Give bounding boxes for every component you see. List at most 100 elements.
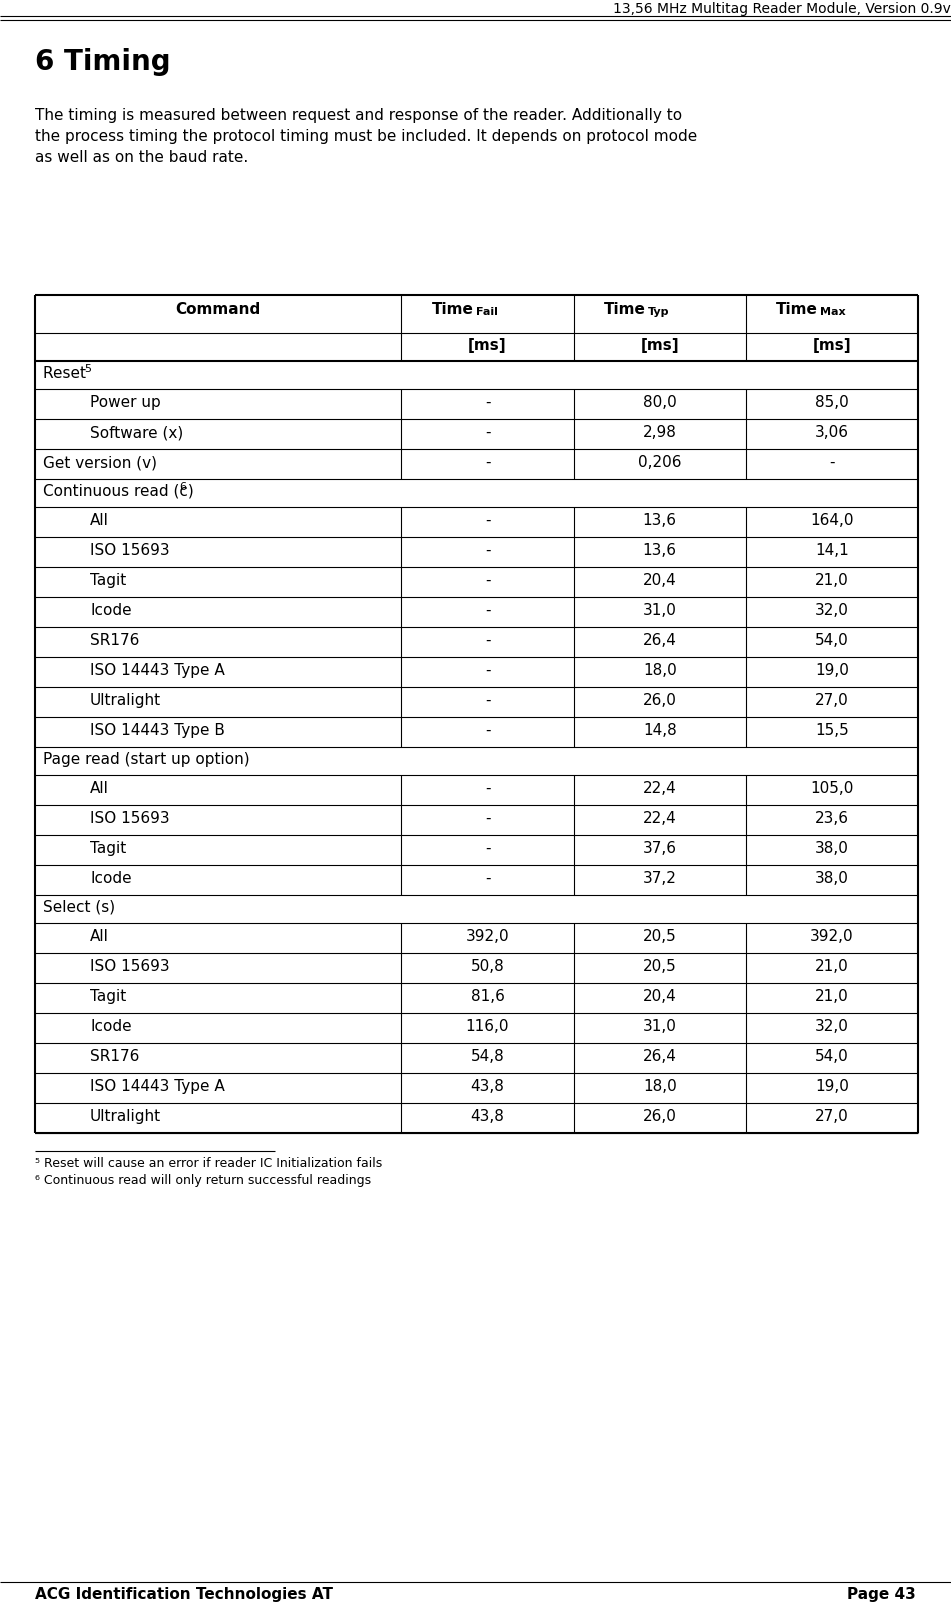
- Text: 26,0: 26,0: [643, 1109, 677, 1125]
- Text: 392,0: 392,0: [466, 929, 510, 944]
- Text: -: -: [485, 871, 491, 886]
- Text: 54,0: 54,0: [815, 633, 849, 647]
- Text: 85,0: 85,0: [815, 396, 849, 410]
- Text: The timing is measured between request and response of the reader. Additionally : The timing is measured between request a…: [35, 107, 682, 123]
- Text: 37,6: 37,6: [643, 841, 677, 855]
- Text: ACG Identification Technologies AT: ACG Identification Technologies AT: [35, 1588, 333, 1602]
- Text: -: -: [485, 513, 491, 529]
- Text: Time: Time: [432, 303, 474, 317]
- Text: 20,4: 20,4: [643, 574, 676, 588]
- Text: ISO 14443 Type A: ISO 14443 Type A: [90, 1080, 224, 1094]
- Text: 37,2: 37,2: [643, 871, 677, 886]
- Text: 19,0: 19,0: [815, 1080, 849, 1094]
- Text: Power up: Power up: [90, 396, 161, 410]
- Text: 22,4: 22,4: [643, 811, 676, 827]
- Text: 20,5: 20,5: [643, 960, 676, 974]
- Text: 22,4: 22,4: [643, 782, 676, 796]
- Text: 31,0: 31,0: [643, 1019, 677, 1033]
- Text: 19,0: 19,0: [815, 663, 849, 678]
- Text: 0,206: 0,206: [638, 455, 682, 469]
- Text: Continuous read (c): Continuous read (c): [43, 484, 199, 498]
- Text: 27,0: 27,0: [815, 694, 849, 708]
- Text: Reset: Reset: [43, 365, 91, 381]
- Text: Ultralight: Ultralight: [90, 1109, 161, 1125]
- Text: -: -: [485, 723, 491, 739]
- Text: Time: Time: [604, 303, 646, 317]
- Text: 392,0: 392,0: [810, 929, 854, 944]
- Text: 14,8: 14,8: [643, 723, 676, 739]
- Text: [ms]: [ms]: [468, 338, 507, 352]
- Text: 38,0: 38,0: [815, 871, 849, 886]
- Text: 50,8: 50,8: [471, 960, 504, 974]
- Text: 80,0: 80,0: [643, 396, 676, 410]
- Text: 26,4: 26,4: [643, 633, 677, 647]
- Text: Tagit: Tagit: [90, 841, 126, 855]
- Text: ISO 15693: ISO 15693: [90, 960, 169, 974]
- Text: 13,6: 13,6: [643, 543, 677, 557]
- Text: 54,0: 54,0: [815, 1049, 849, 1064]
- Text: 116,0: 116,0: [466, 1019, 510, 1033]
- Text: 14,1: 14,1: [815, 543, 849, 557]
- Text: 5: 5: [84, 364, 90, 373]
- Text: 164,0: 164,0: [810, 513, 854, 529]
- Text: as well as on the baud rate.: as well as on the baud rate.: [35, 151, 248, 165]
- Text: Fail: Fail: [476, 308, 497, 317]
- Text: Tagit: Tagit: [90, 574, 126, 588]
- Text: Ultralight: Ultralight: [90, 694, 161, 708]
- Text: 6 Timing: 6 Timing: [35, 48, 170, 75]
- Text: 31,0: 31,0: [643, 602, 677, 618]
- Text: Select (s): Select (s): [43, 900, 115, 915]
- Text: -: -: [485, 841, 491, 855]
- Text: Icode: Icode: [90, 871, 131, 886]
- Text: -: -: [485, 811, 491, 827]
- Text: All: All: [90, 929, 108, 944]
- Text: 32,0: 32,0: [815, 1019, 849, 1033]
- Text: 27,0: 27,0: [815, 1109, 849, 1125]
- Text: ⁵ Reset will cause an error if reader IC Initialization fails: ⁵ Reset will cause an error if reader IC…: [35, 1157, 382, 1169]
- Text: 26,4: 26,4: [643, 1049, 677, 1064]
- Text: -: -: [485, 663, 491, 678]
- Text: -: -: [485, 694, 491, 708]
- Text: Time: Time: [776, 303, 818, 317]
- Text: 18,0: 18,0: [643, 1080, 676, 1094]
- Text: ISO 14443 Type A: ISO 14443 Type A: [90, 663, 224, 678]
- Text: Software (x): Software (x): [90, 425, 184, 441]
- Text: 32,0: 32,0: [815, 602, 849, 618]
- Text: 23,6: 23,6: [815, 811, 849, 827]
- Text: SR176: SR176: [90, 1049, 140, 1064]
- Text: 13,6: 13,6: [643, 513, 677, 529]
- Text: Tagit: Tagit: [90, 988, 126, 1004]
- Text: 43,8: 43,8: [471, 1080, 504, 1094]
- Text: 13,56 MHz Multitag Reader Module, Version 0.9v: 13,56 MHz Multitag Reader Module, Versio…: [613, 2, 951, 16]
- Text: 43,8: 43,8: [471, 1109, 504, 1125]
- Text: SR176: SR176: [90, 633, 140, 647]
- Text: 18,0: 18,0: [643, 663, 676, 678]
- Text: -: -: [485, 782, 491, 796]
- Text: ISO 14443 Type B: ISO 14443 Type B: [90, 723, 224, 739]
- Text: All: All: [90, 513, 108, 529]
- Text: [ms]: [ms]: [812, 338, 851, 352]
- Text: 81,6: 81,6: [471, 988, 504, 1004]
- Text: 2,98: 2,98: [643, 425, 677, 441]
- Text: Page read (start up option): Page read (start up option): [43, 751, 249, 767]
- Text: -: -: [485, 396, 491, 410]
- Text: ISO 15693: ISO 15693: [90, 811, 169, 827]
- Text: 21,0: 21,0: [815, 960, 849, 974]
- Text: Icode: Icode: [90, 1019, 131, 1033]
- Text: All: All: [90, 782, 108, 796]
- Text: Page 43: Page 43: [847, 1588, 916, 1602]
- Text: -: -: [485, 543, 491, 557]
- Text: -: -: [829, 455, 835, 469]
- Text: 105,0: 105,0: [810, 782, 854, 796]
- Text: -: -: [485, 574, 491, 588]
- Text: 15,5: 15,5: [815, 723, 849, 739]
- Text: 21,0: 21,0: [815, 574, 849, 588]
- Text: -: -: [485, 455, 491, 469]
- Text: 21,0: 21,0: [815, 988, 849, 1004]
- Text: Get version (v): Get version (v): [43, 455, 157, 469]
- Text: ISO 15693: ISO 15693: [90, 543, 169, 557]
- Text: Command: Command: [176, 303, 261, 317]
- Text: 38,0: 38,0: [815, 841, 849, 855]
- Text: -: -: [485, 633, 491, 647]
- Text: Max: Max: [820, 308, 845, 317]
